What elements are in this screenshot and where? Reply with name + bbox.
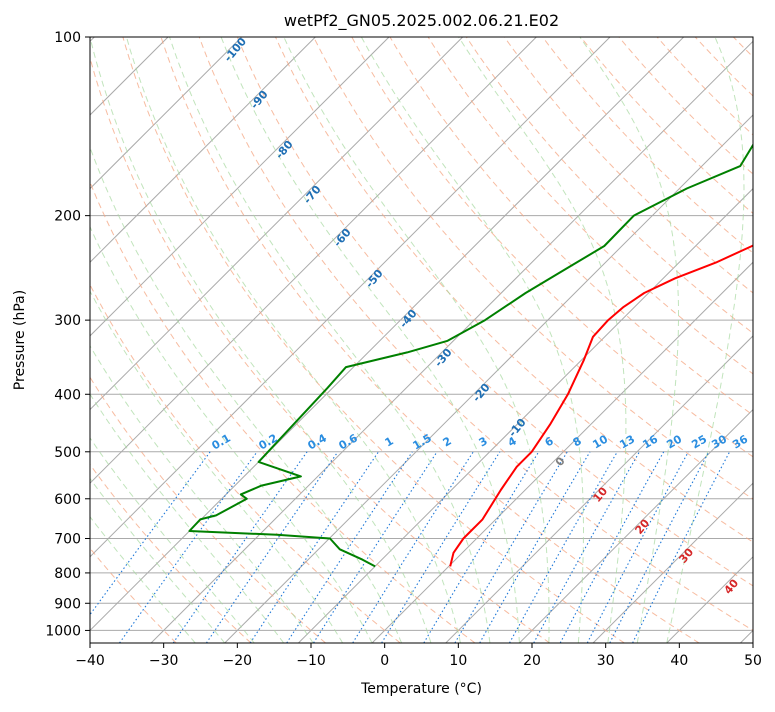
x-tick-label: 20 (523, 653, 541, 669)
x-tick-label: −40 (75, 653, 105, 669)
y-tick-label: 800 (54, 566, 81, 582)
y-tick-label: 100 (54, 30, 81, 46)
plot-area (90, 37, 753, 643)
chart-title: wetPf2_GN05.2025.002.06.21.E02 (284, 11, 559, 31)
x-tick-label: 10 (449, 653, 467, 669)
x-tick-label: 40 (670, 653, 688, 669)
x-tick-label: 50 (744, 653, 762, 669)
y-tick-label: 200 (54, 209, 81, 225)
x-tick-label: 0 (380, 653, 389, 669)
y-tick-label: 500 (54, 445, 81, 461)
x-axis-title: Temperature (°C) (360, 681, 482, 697)
y-tick-label: 1000 (45, 623, 81, 639)
x-tick-label: −20 (223, 653, 253, 669)
y-tick-label: 900 (54, 596, 81, 612)
x-tick-label: −30 (149, 653, 179, 669)
y-axis-title: Pressure (hPa) (12, 290, 28, 390)
y-tick-label: 600 (54, 492, 81, 508)
x-tick-label: 30 (597, 653, 615, 669)
y-tick-label: 400 (54, 387, 81, 403)
y-tick-label: 700 (54, 532, 81, 548)
y-tick-label: 300 (54, 313, 81, 329)
x-tick-label: −10 (296, 653, 326, 669)
